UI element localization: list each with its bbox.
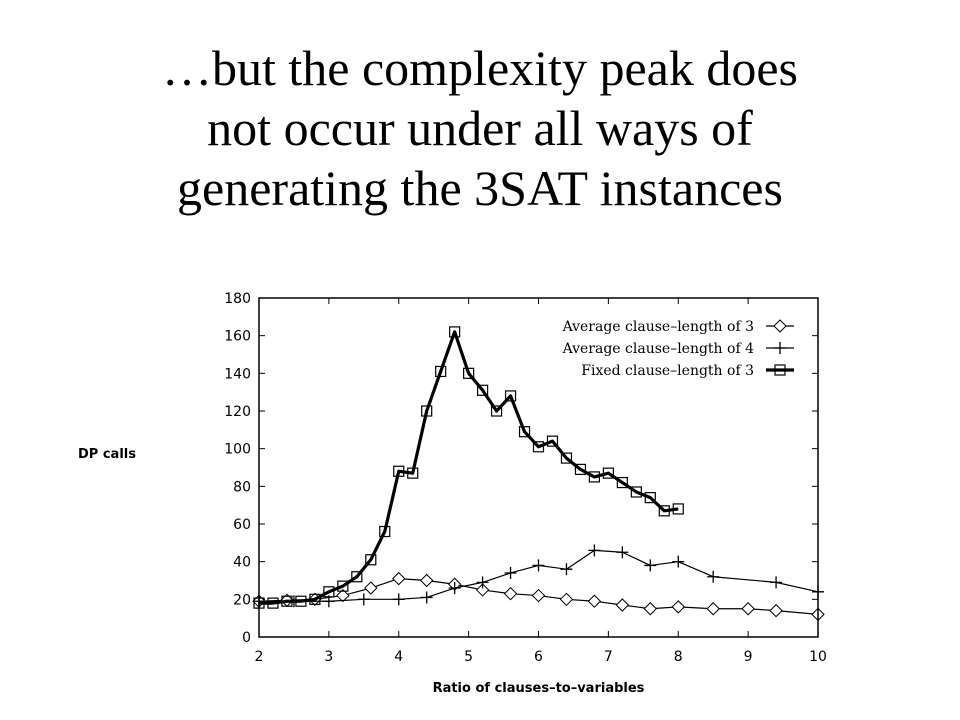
legend: Average clause–length of 3 Average clause… <box>562 319 794 379</box>
legend-label: Average clause–length of 4 <box>562 341 755 357</box>
y-tick-label: 140 <box>224 366 251 382</box>
diamond-marker <box>706 602 720 616</box>
square-marker <box>295 595 307 607</box>
diamond-marker <box>643 602 658 616</box>
diamond-marker <box>773 319 787 333</box>
series-line <box>259 330 679 605</box>
y-tick-label: 180 <box>224 291 251 307</box>
plus-marker <box>644 559 657 572</box>
square-marker <box>323 586 335 598</box>
plus-marker <box>504 566 517 579</box>
diamond-marker <box>531 588 546 603</box>
square-marker <box>774 364 786 376</box>
square-marker <box>546 435 559 447</box>
diamond-marker <box>364 581 378 595</box>
square-marker <box>644 492 656 504</box>
y-tick-label: 60 <box>233 517 251 533</box>
square-marker <box>490 405 503 417</box>
y-tick-label: 120 <box>224 404 251 420</box>
x-tick-label: 10 <box>809 649 827 665</box>
plus-marker <box>357 593 370 606</box>
x-tick-label: 6 <box>534 649 543 665</box>
plus-marker <box>532 559 545 572</box>
y-tick-label: 40 <box>233 555 251 571</box>
legend-label: Average clause–length of 3 <box>562 319 754 335</box>
x-tick-label: 8 <box>674 649 683 665</box>
square-marker <box>672 503 684 515</box>
square-marker <box>337 580 349 592</box>
x-axis-label: Ratio of clauses–to–variables <box>433 681 645 696</box>
plus-marker <box>448 582 461 595</box>
square-marker <box>407 467 419 479</box>
square-marker <box>267 597 279 609</box>
square-marker <box>588 471 601 483</box>
plus-marker <box>707 570 720 583</box>
x-tick-label: 3 <box>324 649 333 665</box>
square-marker <box>351 571 363 583</box>
y-tick-label: 80 <box>233 479 251 495</box>
square-marker <box>365 554 377 566</box>
square-marker <box>463 367 475 379</box>
legend-label: Fixed clause–length of 3 <box>581 363 754 379</box>
y-tick-label: 0 <box>242 630 251 646</box>
series-plus <box>253 544 824 608</box>
diamond-marker <box>419 573 434 588</box>
square-marker <box>477 384 489 396</box>
title-line-1: …but the complexity peak does <box>162 40 798 96</box>
square-marker <box>393 465 405 477</box>
plus-marker <box>420 591 433 604</box>
square-marker <box>281 595 293 607</box>
square-marker <box>309 593 321 605</box>
square-marker <box>630 486 642 498</box>
diamond-marker <box>336 588 350 603</box>
diamond-marker <box>559 592 574 607</box>
square-marker <box>435 365 447 378</box>
plus-marker <box>560 563 573 576</box>
plus-marker <box>476 576 489 589</box>
diamond-marker <box>741 602 755 616</box>
plus-marker <box>588 544 601 557</box>
x-tick-label: 7 <box>604 649 613 665</box>
slide-title: …but the complexity peak does not occur … <box>40 38 920 218</box>
x-tick-label: 9 <box>744 649 753 665</box>
square-marker <box>616 476 628 489</box>
plus-marker <box>392 593 405 606</box>
y-tick-label: 160 <box>224 329 251 345</box>
title-line-2: not occur under all ways of <box>207 100 753 156</box>
y-tick-label: 20 <box>233 592 251 608</box>
square-marker <box>518 426 531 438</box>
square-marker <box>379 525 391 538</box>
y-tick-label: 100 <box>224 442 251 458</box>
plot-frame <box>258 297 819 638</box>
square-marker <box>602 467 614 479</box>
square-marker <box>421 405 433 417</box>
diamond-marker <box>587 594 602 608</box>
diamond-marker <box>503 586 518 601</box>
x-tick-label: 5 <box>464 649 473 665</box>
square-marker <box>560 452 573 464</box>
plus-marker <box>672 555 685 568</box>
square-marker <box>532 441 545 453</box>
square-marker <box>574 463 587 475</box>
series-square <box>253 326 684 609</box>
plus-marker <box>770 576 783 589</box>
x-tick-label: 2 <box>255 649 264 665</box>
plus-marker <box>616 546 629 559</box>
series-layer <box>252 326 825 622</box>
diamond-marker <box>615 598 630 612</box>
plus-marker <box>774 342 786 354</box>
square-marker <box>658 505 670 517</box>
diamond-marker <box>671 600 685 614</box>
square-marker <box>449 326 461 338</box>
x-tick-label: 4 <box>394 649 403 665</box>
title-line-3: generating the 3SAT instances <box>177 160 783 216</box>
diamond-marker <box>769 603 783 618</box>
diamond-marker <box>392 571 406 586</box>
diamond-marker <box>475 583 490 597</box>
y-axis-label: DP calls <box>78 447 136 462</box>
square-marker <box>504 390 517 402</box>
series-diamond <box>252 571 825 622</box>
